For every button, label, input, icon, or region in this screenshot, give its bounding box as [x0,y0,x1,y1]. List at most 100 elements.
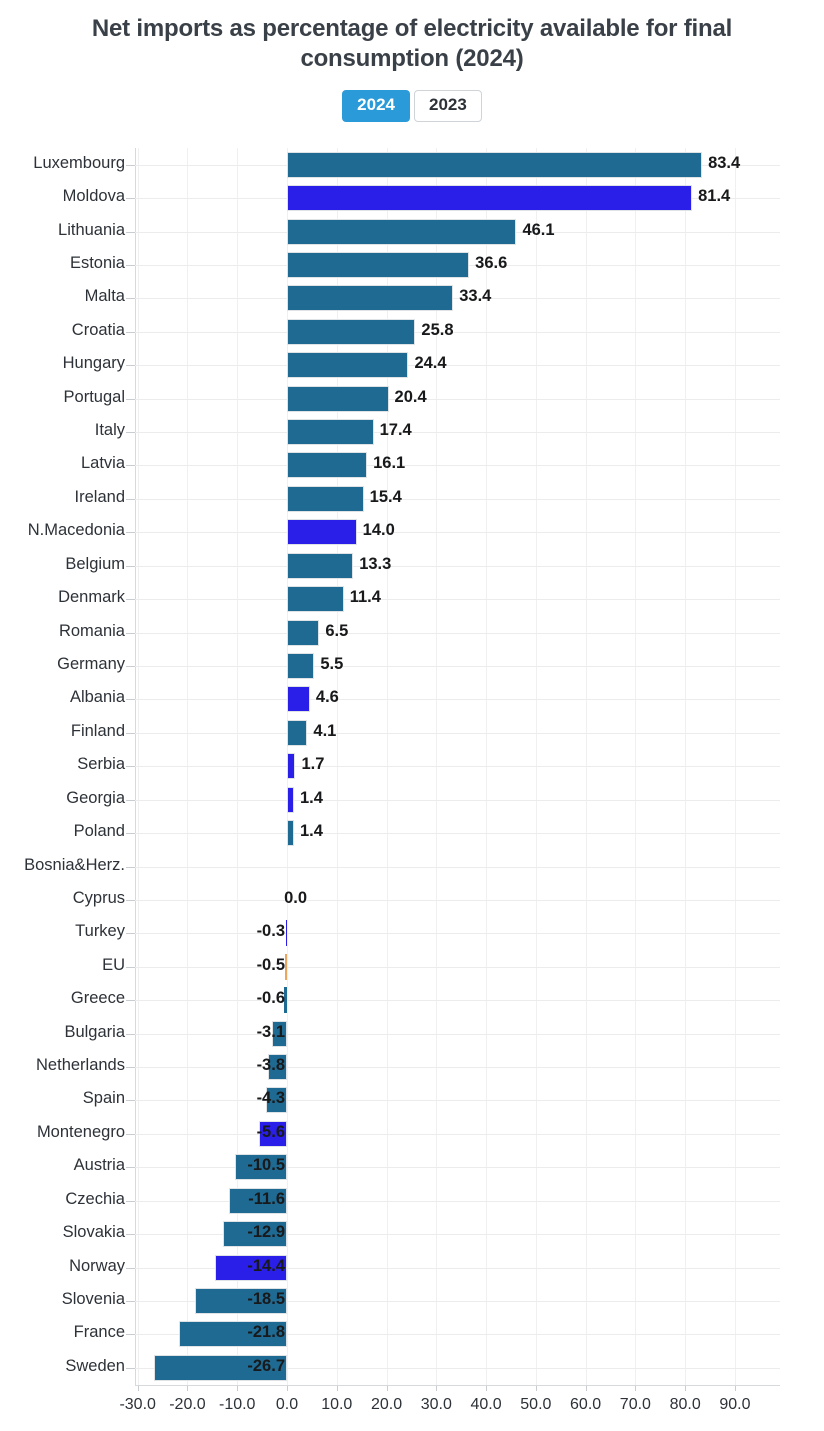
bar[interactable] [287,285,454,312]
category-label: Bosnia&Herz. [24,855,125,874]
y-axis-tick-mark [126,165,135,166]
bar[interactable] [287,753,296,780]
bar[interactable] [229,1187,287,1214]
bar[interactable] [259,1120,287,1147]
x-axis-tick-label: 40.0 [470,1395,502,1413]
bar[interactable] [268,1054,287,1081]
category-label: Poland [73,822,125,841]
bar[interactable] [178,1321,287,1348]
bar-value-label: -14.4 [247,1256,285,1275]
category-label: Croatia [71,320,125,339]
bar-value-label: 5.5 [320,655,344,673]
bar[interactable] [222,1221,287,1248]
x-axis-tick-mark [336,1384,338,1391]
gridline-horizontal [135,967,780,968]
gridline-horizontal [135,532,780,533]
category-label: Spain [82,1089,125,1108]
bar[interactable] [287,452,368,479]
gridline-horizontal [135,800,780,801]
bar[interactable] [287,218,517,245]
bar[interactable] [287,352,409,379]
bar[interactable] [287,419,374,446]
category-label: Slovakia [62,1223,125,1242]
bar[interactable] [234,1154,287,1181]
year-toggle-2023[interactable]: 2023 [414,90,482,122]
category-label: Moldova [62,187,125,206]
gridline-horizontal [135,1334,780,1335]
category-label: Netherlands [36,1056,125,1075]
y-axis-tick-mark [126,365,135,366]
bar-value-label: -0.6 [256,989,285,1008]
bar[interactable] [287,185,693,212]
bar[interactable] [287,719,308,746]
y-axis-tick-mark [126,599,135,600]
bar[interactable] [287,519,357,546]
y-axis-tick-mark [126,867,135,868]
bar[interactable] [271,1020,287,1047]
x-axis-tick-mark [187,1384,189,1391]
category-label: Slovenia [61,1289,125,1308]
category-label: Greece [70,989,125,1008]
category-label: Montenegro [36,1122,125,1141]
gridline-horizontal [135,1134,780,1135]
bar[interactable] [284,987,287,1014]
y-axis-tick-mark [126,1167,135,1168]
bar[interactable] [287,586,344,613]
gridline-horizontal [135,867,780,868]
y-axis-tick-mark [126,699,135,700]
gridline-horizontal [135,332,780,333]
x-axis-tick-label: 80.0 [669,1395,701,1413]
gridline-horizontal [135,499,780,500]
category-label: Italy [94,421,125,440]
bar[interactable] [287,786,294,813]
x-axis-tick-label: -20.0 [169,1395,206,1413]
bar[interactable] [287,318,416,345]
bar-value-label: -11.6 [248,1189,285,1208]
gridline-horizontal [135,399,780,400]
bar[interactable] [194,1287,287,1314]
y-axis-tick-mark [126,1067,135,1068]
bar[interactable] [284,953,287,980]
y-axis-tick-mark [126,1234,135,1235]
bar[interactable] [154,1354,287,1381]
category-label: Albania [69,688,125,707]
gridline-horizontal [135,1067,780,1068]
gridline-horizontal [135,1368,780,1369]
bar[interactable] [265,1087,287,1114]
bar[interactable] [285,920,287,947]
y-axis-tick-mark [126,198,135,199]
bar-value-label: 13.3 [359,554,392,573]
x-axis-tick-mark [734,1384,736,1391]
category-label: Czechia [65,1189,125,1208]
x-axis-tick-mark [535,1384,537,1391]
x-axis-tick-label: 90.0 [719,1395,751,1413]
gridline-horizontal [135,1201,780,1202]
bar[interactable] [287,485,364,512]
bar[interactable] [287,552,354,579]
bar[interactable] [287,820,294,847]
gridline-horizontal [135,465,780,466]
bar[interactable] [287,686,310,713]
gridline-horizontal [135,432,780,433]
bar[interactable] [287,151,703,178]
gridline-horizontal [135,1034,780,1035]
bar-value-label: 1.7 [301,755,325,774]
y-axis-tick-mark [126,399,135,400]
bar-value-label: -0.3 [256,922,285,941]
category-label: N.Macedonia [27,521,125,540]
category-label: Malta [84,287,125,306]
bar[interactable] [287,619,320,646]
bar[interactable] [287,653,315,679]
x-axis-tick-label: 60.0 [570,1395,602,1413]
category-label: Hungary [62,354,125,373]
bar[interactable] [287,385,389,412]
year-toggle-2024[interactable]: 2024 [342,90,410,122]
bar-value-label: -3.8 [256,1056,285,1075]
gridline-horizontal [135,1301,780,1302]
y-axis-tick-mark [126,933,135,934]
gridline-horizontal [135,633,780,634]
bar-value-label: 0.0 [284,888,307,907]
y-axis-tick-mark [126,298,135,299]
bar[interactable] [215,1254,287,1281]
bar[interactable] [287,251,470,278]
